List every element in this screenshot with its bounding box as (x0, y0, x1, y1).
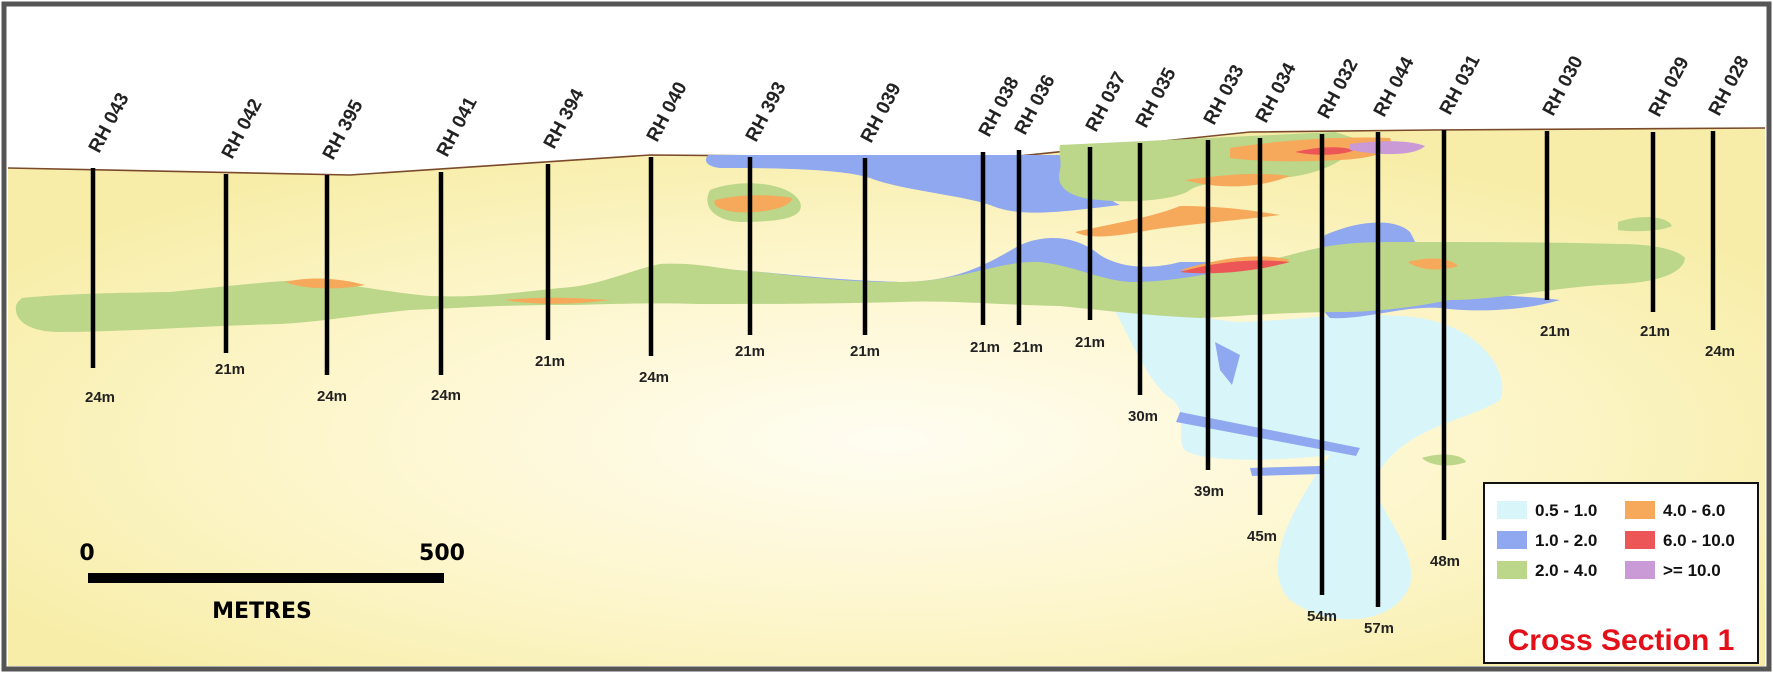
zone-4.0-6.0-b (505, 297, 610, 304)
legend-swatch-6 (1625, 561, 1655, 579)
legend-swatch-5 (1625, 531, 1655, 549)
legend-items: 0.5 - 1.0 1.0 - 2.0 2.0 - 4.0 4.0 - 6.0 6.0 … (1497, 501, 1735, 580)
scale-unit-label: METRES (212, 599, 312, 624)
drillhole-6-depth: 24m (639, 369, 669, 386)
scale-start-label: 0 (79, 541, 94, 566)
drillhole-8-depth: 21m (850, 343, 880, 360)
legend-swatch-2 (1497, 531, 1527, 549)
legend-swatch-3 (1497, 561, 1527, 579)
drillhole-9-depth: 21m (970, 339, 1000, 356)
scale-bar: 0 500 METRES (79, 541, 465, 624)
drillhole-20-depth: 24m (1705, 343, 1735, 360)
legend: 0.5 - 1.0 1.0 - 2.0 2.0 - 4.0 4.0 - 6.0 6.0 … (1483, 482, 1759, 664)
zone-1.0-2.0-stringer-a (1176, 412, 1360, 456)
legend-label-6: >= 10.0 (1663, 561, 1721, 580)
drillhole-13-depth: 39m (1194, 483, 1224, 500)
scale-bar-line (88, 573, 444, 583)
drillhole-10-depth: 21m (1013, 339, 1043, 356)
zone-4.0-6.0-c (714, 195, 792, 213)
drillhole-18-depth: 21m (1540, 323, 1570, 340)
drillhole-1-depth: 24m (85, 389, 115, 406)
drillhole-12-depth: 30m (1128, 408, 1158, 425)
drillhole-11-depth: 21m (1075, 334, 1105, 351)
zone-4.0-6.0-e (1185, 173, 1290, 187)
legend-label-4: 4.0 - 6.0 (1663, 501, 1725, 520)
drillhole-16-depth: 57m (1364, 620, 1394, 637)
legend-label-1: 0.5 - 1.0 (1535, 501, 1597, 520)
zone-2.0-4.0-small (1618, 217, 1672, 232)
zone-1.0-2.0-top (705, 155, 1120, 213)
drillhole-19-depth: 21m (1640, 323, 1670, 340)
drillhole-2-depth: 21m (215, 361, 245, 378)
drillhole-3-depth: 24m (317, 388, 347, 405)
legend-swatch-1 (1497, 501, 1527, 519)
legend-swatch-4 (1625, 501, 1655, 519)
drillhole-17-depth: 48m (1430, 553, 1460, 570)
zone-gte-10.0 (1350, 141, 1425, 155)
drillhole-15-depth: 54m (1307, 608, 1337, 625)
drillhole-5-depth: 21m (535, 353, 565, 370)
zone-6.0-10.0-b (1295, 147, 1355, 155)
drillhole-7-depth: 21m (735, 343, 765, 360)
grade-zones (15, 132, 1685, 620)
legend-label-5: 6.0 - 10.0 (1663, 531, 1735, 550)
zone-0.5-1.0-main (1105, 290, 1503, 620)
legend-box (1483, 482, 1759, 664)
scale-end-label: 500 (419, 541, 465, 566)
section-title: Cross Section 1 (1508, 624, 1735, 657)
zone-4.0-6.0-d (1075, 206, 1280, 237)
zone-1.0-2.0-stringer-b (1250, 466, 1322, 476)
legend-label-3: 2.0 - 4.0 (1535, 561, 1597, 580)
zone-1.0-2.0-stringer-c (1215, 342, 1240, 385)
drillhole-14-depth: 45m (1247, 528, 1277, 545)
legend-label-2: 1.0 - 2.0 (1535, 531, 1597, 550)
drillhole-4-depth: 24m (431, 387, 461, 404)
